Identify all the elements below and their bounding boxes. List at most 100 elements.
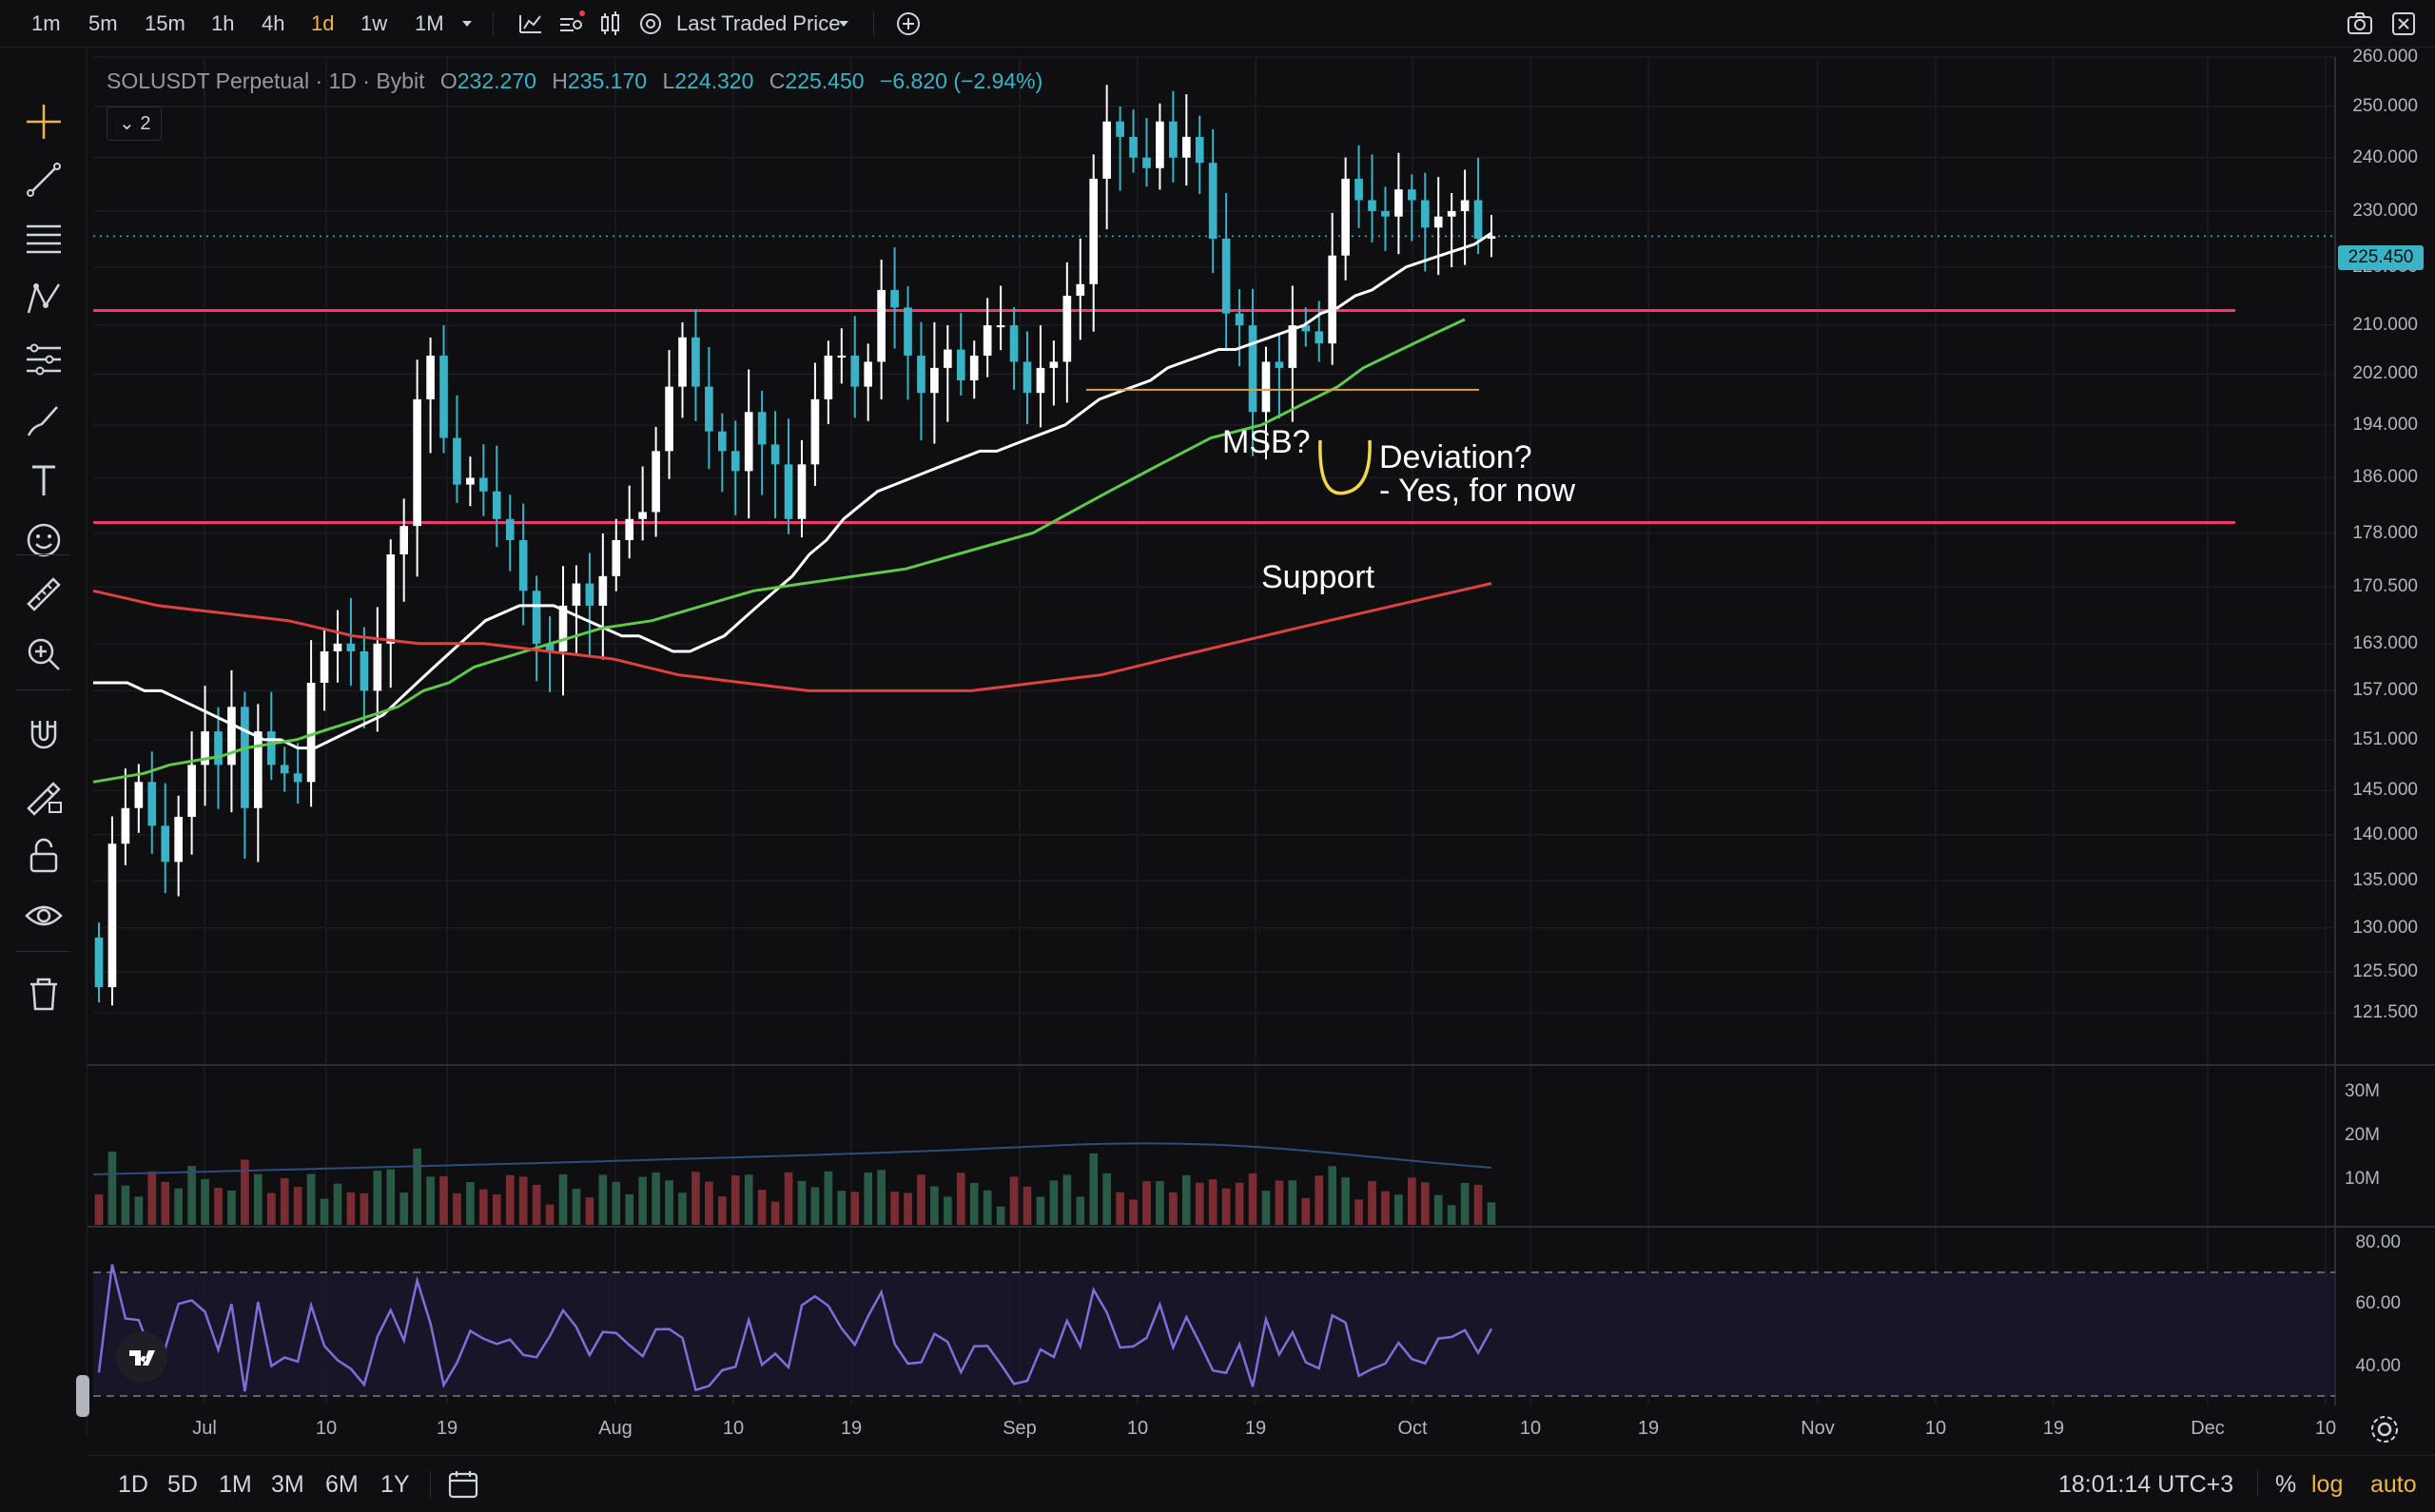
lock-drawing-icon[interactable]	[23, 774, 65, 816]
interval-4h[interactable]: 4h	[262, 11, 285, 35]
fullscreen-icon[interactable]	[2389, 10, 2418, 38]
candle-body	[638, 512, 647, 519]
interval-1h[interactable]: 1h	[211, 11, 235, 35]
time-tick-label: 19	[840, 1418, 863, 1439]
volume-bar	[492, 1194, 501, 1225]
ruler-icon[interactable]	[23, 573, 65, 615]
alerts-icon[interactable]	[556, 10, 585, 38]
text-icon[interactable]	[23, 459, 65, 501]
eye-icon[interactable]	[23, 895, 65, 937]
zoom-in-icon[interactable]	[23, 633, 65, 675]
candle-body	[121, 807, 130, 844]
price-tick-label: 202.000	[2352, 363, 2418, 384]
volume-bar	[956, 1173, 965, 1225]
magnet-icon[interactable]	[23, 713, 65, 755]
trash-icon[interactable]	[23, 973, 65, 1015]
candle-body	[585, 583, 594, 606]
annotation-deviation[interactable]: Deviation?	[1379, 439, 1532, 475]
interval-dropdown-icon[interactable]	[453, 10, 481, 38]
candle-body	[1102, 121, 1111, 179]
price-source-select[interactable]: Last Traded Price	[676, 11, 841, 35]
trend-line-icon[interactable]	[23, 159, 65, 201]
chart-area[interactable]	[0, 48, 2435, 1436]
price-source-dropdown-icon[interactable]	[829, 10, 858, 38]
candle-body	[426, 355, 435, 399]
volume-bar	[717, 1196, 727, 1225]
volume-bar	[585, 1197, 594, 1225]
candle-body	[678, 337, 687, 387]
chart-canvas[interactable]	[0, 48, 2435, 1436]
time-tick-label: Sep	[1003, 1418, 1037, 1439]
panel-collapse-handle[interactable]	[76, 1375, 89, 1417]
price-source-icon[interactable]	[636, 10, 665, 38]
time-tick-label: Dec	[2191, 1418, 2225, 1439]
annotation-support[interactable]: Support	[1261, 559, 1375, 595]
candle-body	[227, 707, 236, 766]
percent-toggle[interactable]: %	[2275, 1471, 2297, 1498]
candle-body	[717, 431, 727, 452]
crosshair-icon[interactable]	[23, 101, 65, 143]
candle-body	[399, 526, 409, 554]
range-1M[interactable]: 1M	[219, 1471, 252, 1498]
candle-body	[598, 575, 608, 606]
candle-body	[1221, 238, 1231, 314]
volume-bar	[850, 1192, 860, 1225]
pattern-icon[interactable]	[23, 279, 65, 320]
interval-1d[interactable]: 1d	[311, 11, 335, 35]
interval-1w[interactable]: 1w	[360, 11, 388, 35]
volume-bar	[121, 1185, 130, 1225]
annotation-msb[interactable]: MSB?	[1222, 424, 1311, 460]
candle-body	[174, 817, 183, 863]
indicators-collapse-button[interactable]: ⌄ 2	[107, 107, 162, 141]
volume-bar	[1261, 1191, 1271, 1225]
range-1Y[interactable]: 1Y	[380, 1471, 410, 1498]
goto-date-icon[interactable]	[447, 1469, 479, 1500]
price-tick-label: 130.000	[2352, 917, 2418, 938]
emoji-icon[interactable]	[23, 519, 65, 561]
annotation-yes-for-now[interactable]: - Yes, for now	[1379, 473, 1576, 509]
candle-body	[944, 349, 952, 368]
candle-body	[518, 539, 528, 591]
range-1D[interactable]: 1D	[118, 1471, 148, 1498]
interval-1M[interactable]: 1M	[415, 11, 444, 35]
volume-bar	[253, 1173, 263, 1225]
volume-bar	[346, 1192, 356, 1225]
clock-timezone[interactable]: 18:01:14 UTC+3	[2058, 1471, 2234, 1498]
volume-bar	[572, 1189, 581, 1225]
indicators-icon[interactable]	[516, 10, 545, 38]
lock-icon[interactable]	[23, 835, 65, 877]
candle-body	[266, 731, 276, 766]
settings-gear-icon[interactable]	[2368, 1413, 2401, 1445]
volume-bar	[201, 1178, 209, 1225]
time-tick-label: Jul	[192, 1418, 217, 1439]
range-3M[interactable]: 3M	[271, 1471, 304, 1498]
camera-icon[interactable]	[2346, 10, 2374, 38]
interval-1m[interactable]: 1m	[31, 11, 61, 35]
interval-15m[interactable]: 15m	[145, 11, 185, 35]
tradingview-logo[interactable]	[116, 1331, 167, 1383]
candle-body	[187, 765, 196, 818]
candle-body	[241, 707, 249, 808]
auto-toggle[interactable]: auto	[2370, 1471, 2417, 1498]
candle-body	[373, 643, 382, 691]
candle-body	[612, 539, 621, 576]
interval-5m[interactable]: 5m	[88, 11, 118, 35]
symbol-legend: SOLUSDT Perpetual · 1D · Bybit O232.270 …	[107, 68, 1043, 93]
range-5D[interactable]: 5D	[167, 1471, 198, 1498]
volume-bar	[333, 1183, 342, 1225]
candle-body	[730, 451, 740, 472]
fib-retracement-icon[interactable]	[23, 219, 65, 261]
volume-bar	[1381, 1191, 1390, 1225]
prediction-icon[interactable]	[23, 339, 65, 380]
candle-body	[1076, 283, 1085, 297]
bar-style-icon[interactable]	[596, 10, 625, 38]
candle-body	[1328, 255, 1337, 344]
brush-icon[interactable]	[23, 399, 65, 441]
volume-bar	[161, 1181, 170, 1225]
candle-body	[956, 349, 965, 381]
log-toggle[interactable]: log	[2311, 1471, 2344, 1498]
range-6M[interactable]: 6M	[325, 1471, 359, 1498]
symbol-name[interactable]: SOLUSDT Perpetual · 1D · Bybit	[107, 68, 425, 93]
add-symbol-icon[interactable]	[894, 10, 923, 38]
candle-body	[1195, 136, 1204, 164]
